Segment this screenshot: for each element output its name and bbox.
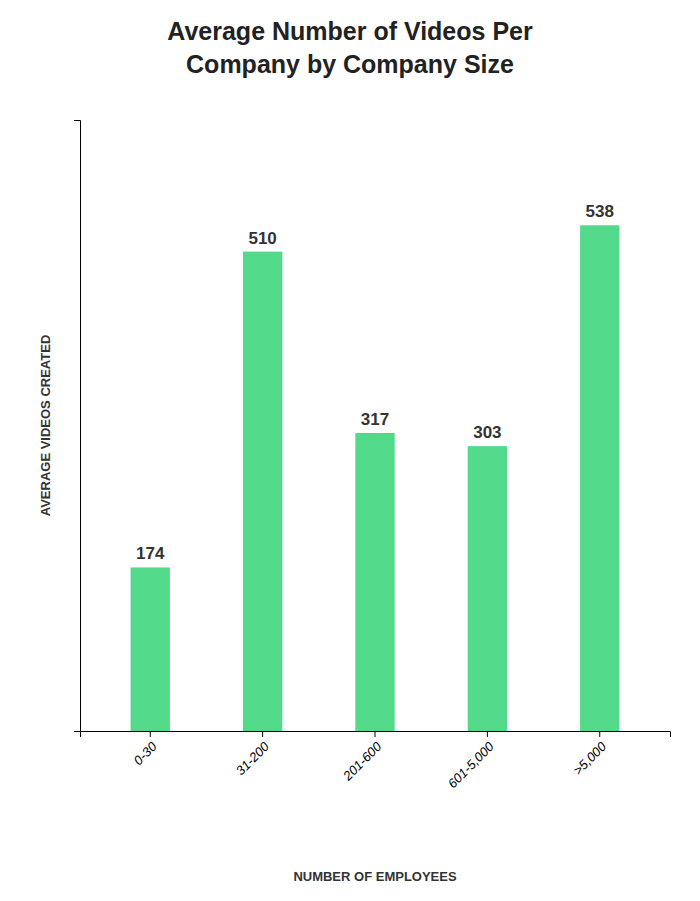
x-tick-label: 601-5,000 <box>445 738 498 791</box>
y-axis <box>74 121 81 732</box>
x-tick: 201-600 <box>339 731 385 784</box>
bars <box>131 225 620 731</box>
x-axis-line <box>81 732 671 738</box>
x-tick-label: 0-30 <box>131 738 161 768</box>
x-tick-mark <box>375 731 376 737</box>
y-axis-line <box>74 121 81 732</box>
bar <box>131 567 170 731</box>
x-tick-label: 31-200 <box>233 738 273 778</box>
chart: 174 510 317 303 538 0-30 31-200 201-600 601-5,00… <box>0 0 700 901</box>
data-labels: 174 510 317 303 538 <box>136 202 614 563</box>
title-line: Average Number of Videos Per <box>167 17 533 45</box>
x-tick: 601-5,000 <box>445 731 498 791</box>
data-label: 510 <box>248 229 276 248</box>
data-label: 317 <box>361 410 389 429</box>
bar <box>243 252 282 731</box>
y-axis-title: AVERAGE VIDEOS CREATED <box>38 335 53 517</box>
bar <box>580 225 619 731</box>
x-tick-mark <box>262 731 263 737</box>
title-line: Company by Company Size <box>186 50 514 78</box>
x-tick-label: 201-600 <box>339 738 385 784</box>
x-tick-mark <box>487 731 488 737</box>
x-tick-label: >5,000 <box>570 738 610 778</box>
data-label: 538 <box>586 202 614 221</box>
bar <box>355 433 394 731</box>
bar <box>468 446 507 731</box>
data-label: 174 <box>136 544 165 563</box>
x-tick-mark <box>599 731 600 737</box>
plot-area: 174 510 317 303 538 0-30 31-200 201-600 601-5,00… <box>74 121 671 792</box>
x-tick-mark <box>150 731 151 737</box>
x-tick: >5,000 <box>570 731 610 778</box>
x-axis: 0-30 31-200 201-600 601-5,000 >5,000 <box>81 731 671 791</box>
data-label: 303 <box>473 423 501 442</box>
x-axis-title: NUMBER OF EMPLOYEES <box>293 869 457 884</box>
title: Average Number of Videos Per Company by C… <box>167 17 533 78</box>
x-tick: 0-30 <box>131 731 161 768</box>
x-tick: 31-200 <box>233 731 273 778</box>
